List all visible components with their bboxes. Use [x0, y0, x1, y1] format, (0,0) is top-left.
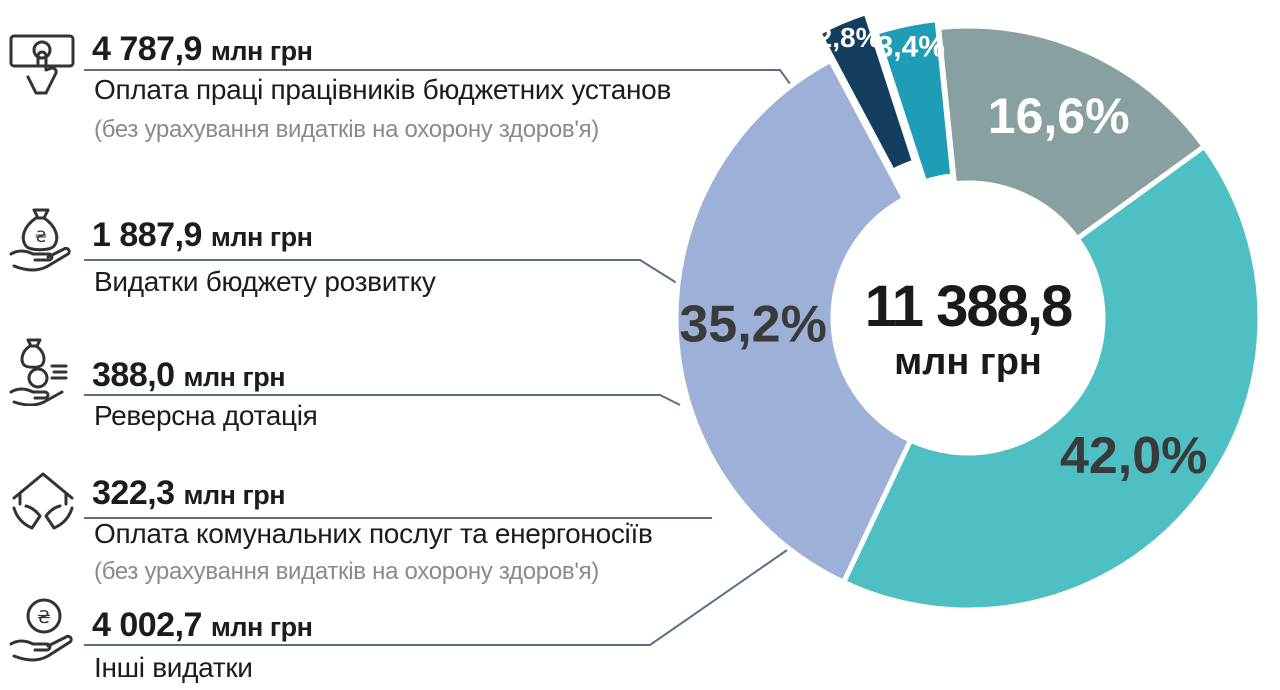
legend-label: Оплата праці працівників бюджетних устан…: [94, 74, 672, 105]
percent-label-reverse-subsidy: 2,8%: [817, 22, 881, 53]
svg-text:₴: ₴: [37, 607, 51, 628]
legend-amount: 4 787,9 млн грн: [92, 30, 313, 68]
legend-amount: 4 002,7 млн грн: [92, 606, 313, 644]
house-hands-icon: [8, 468, 78, 538]
leader-line-1: [84, 259, 681, 286]
total-unit: млн грн: [894, 341, 1042, 383]
legend-label: Оплата комунальних послуг та енергоносії…: [94, 518, 653, 549]
legend-label: Видатки бюджету розвитку: [94, 266, 436, 297]
legend-label: Реверсна дотація: [94, 400, 318, 431]
leader-line-4: [84, 547, 791, 646]
coin-hand-icon: ₴: [8, 594, 78, 664]
money-bag-hand-icon: ₴: [8, 204, 78, 274]
slice-reverse-subsidy: [815, 9, 918, 175]
legend-amount: 1 887,9 млн грн: [92, 216, 313, 254]
coin-return-icon: [8, 336, 78, 407]
percent-label-development: 35,2%: [679, 296, 826, 354]
donut-center: [833, 183, 1103, 453]
percent-label-salaries: 42,0%: [1060, 427, 1207, 485]
legend-amount: 322,3 млн грн: [92, 474, 286, 512]
percent-label-other: 16,6%: [988, 88, 1130, 144]
total-value: 11 388,8: [865, 274, 1072, 339]
donut-slices: [673, 9, 1263, 613]
svg-text:₴: ₴: [35, 227, 47, 246]
legend-amount: 388,0 млн грн: [92, 356, 286, 394]
legend-label: Інші видатки: [94, 652, 253, 683]
percent-labels: 42,0% 35,2% 2,8%3,4% 16,6%: [679, 22, 1207, 485]
legend-note: (без урахування видатків на охорону здор…: [94, 558, 599, 585]
hand-coin-icon: [8, 30, 78, 100]
percent-label-utilities: 3,4%: [877, 31, 945, 64]
leader-line-2: [84, 394, 681, 406]
legend-note: (без урахування видатків на охорону здор…: [94, 116, 599, 143]
